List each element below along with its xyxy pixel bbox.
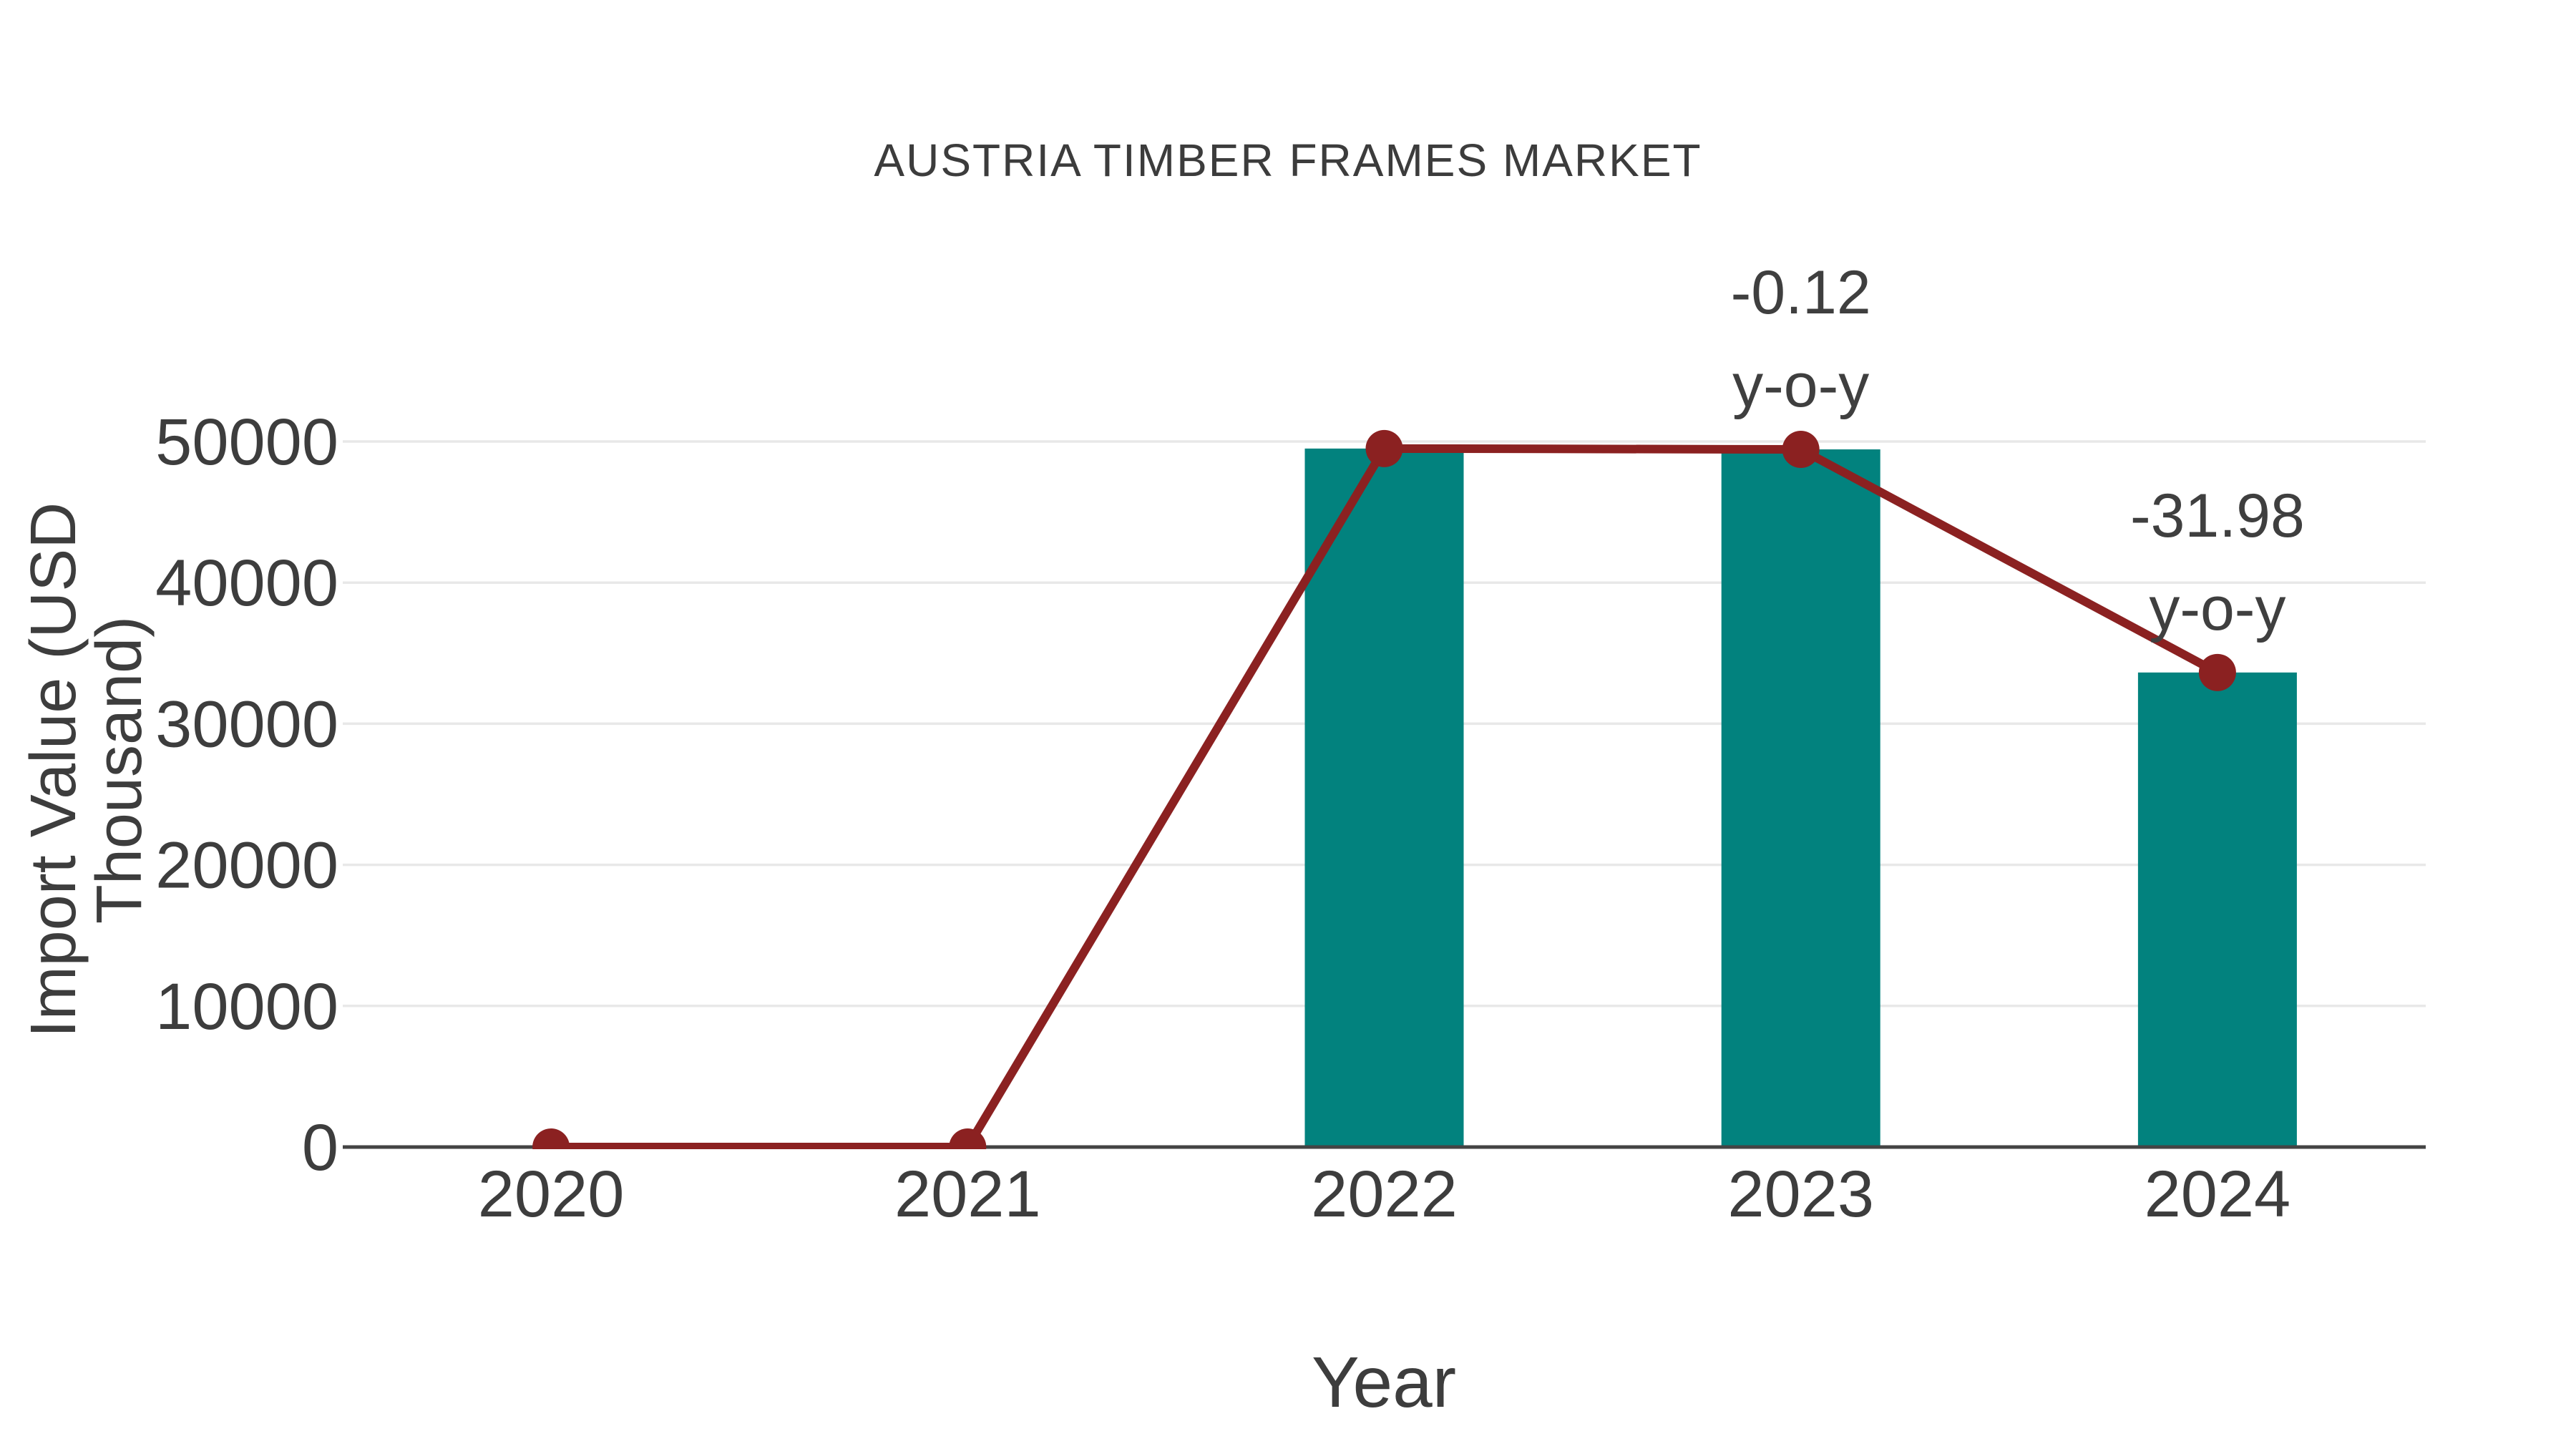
bar-2024 — [2137, 672, 2297, 1147]
marker-2023 — [1782, 431, 1820, 469]
bar-2022 — [1304, 448, 1464, 1147]
annotation-2023-line2: y-o-y — [1732, 351, 1869, 420]
x-tick-label-2023: 2023 — [1727, 1158, 1874, 1231]
x-axis-title: Year — [1311, 1342, 1457, 1423]
y-tick-label-20000: 20000 — [155, 829, 338, 902]
x-tick-label-2022: 2022 — [1311, 1158, 1458, 1231]
marker-2021 — [949, 1128, 987, 1149]
annotation-2024-line2: y-o-y — [2149, 575, 2285, 643]
chart-title: AUSTRIA TIMBER FRAMES MARKET — [874, 135, 1702, 186]
annotation-2023-line1: -0.12 — [1731, 258, 1871, 327]
y-tick-label-0: 0 — [302, 1111, 338, 1184]
x-tick-label-2020: 2020 — [478, 1158, 625, 1231]
y-tick-label-10000: 10000 — [155, 970, 338, 1043]
x-tick-label-2024: 2024 — [2145, 1158, 2291, 1231]
y-tick-label-30000: 30000 — [155, 688, 338, 761]
bar-2023 — [1721, 449, 1880, 1147]
marker-2022 — [1365, 429, 1403, 467]
marker-2020 — [532, 1128, 570, 1149]
marker-2024 — [2198, 653, 2236, 691]
y-tick-label-40000: 40000 — [155, 547, 338, 620]
y-tick-label-50000: 50000 — [155, 406, 338, 479]
x-tick-label-2021: 2021 — [894, 1158, 1041, 1231]
annotation-2024-line1: -31.98 — [2130, 482, 2305, 550]
